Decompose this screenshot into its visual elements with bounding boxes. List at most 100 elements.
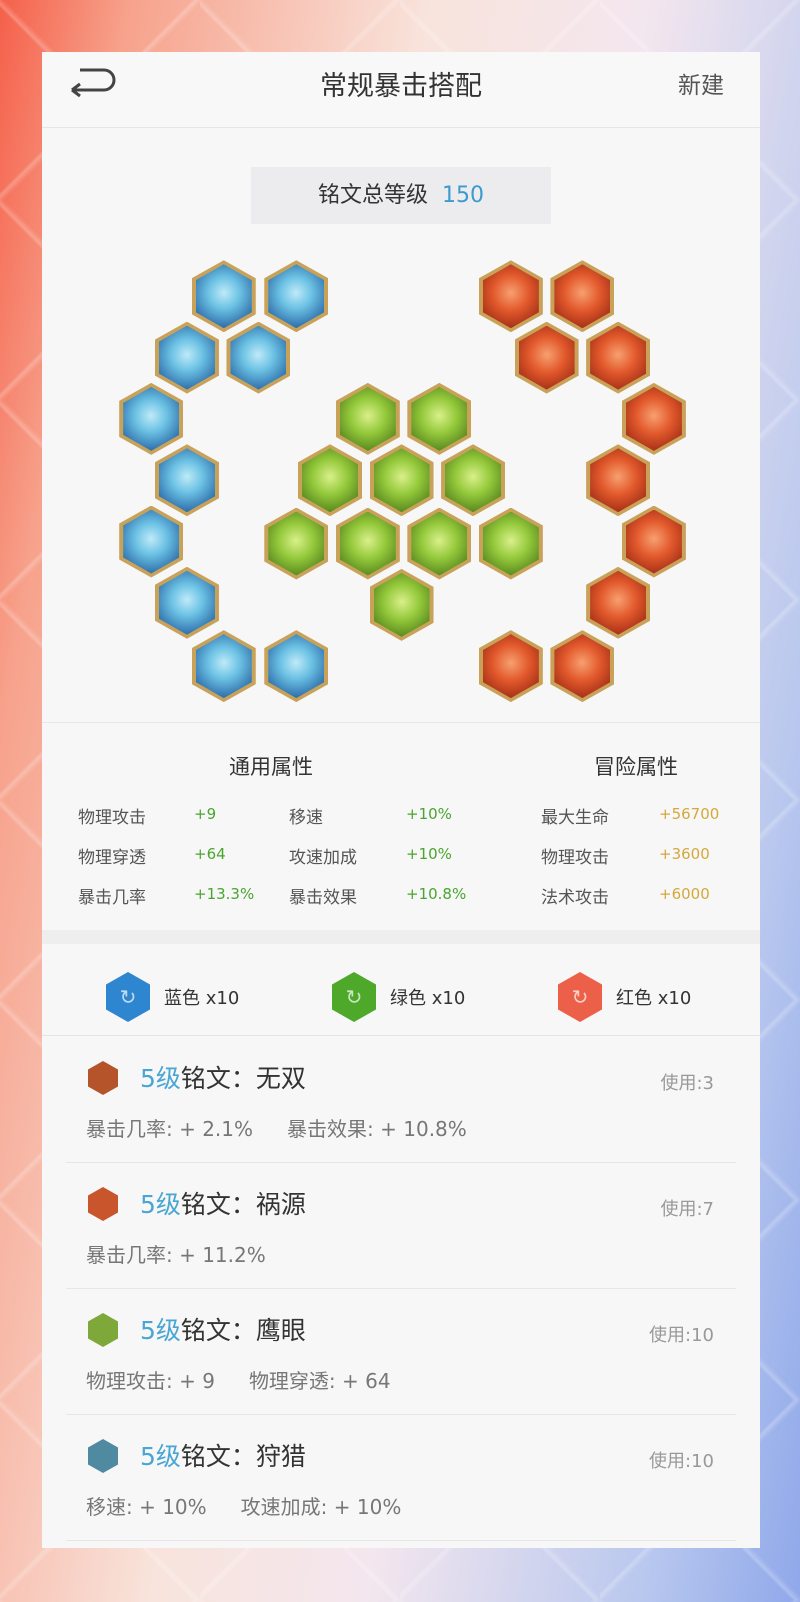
attr-value: +13.3% bbox=[194, 885, 255, 903]
rune-stat: 物理攻击: + 9 bbox=[86, 1369, 215, 1393]
blue-rune-slot[interactable] bbox=[154, 444, 219, 517]
attr-value: +10% bbox=[406, 845, 452, 863]
blue-rune-slot[interactable] bbox=[154, 321, 219, 394]
rune-use-count: 使用:7 bbox=[660, 1199, 714, 1220]
blue-rune-slot[interactable] bbox=[119, 505, 184, 578]
rune-use-count: 使用:10 bbox=[649, 1325, 714, 1346]
rune-list-item[interactable]: 5级铭文：无双 使用:3 暴击几率: + 2.1% 暴击效果: + 10.8% bbox=[66, 1037, 736, 1163]
blue-rune-slot[interactable] bbox=[191, 260, 256, 333]
green-rune-slot[interactable] bbox=[335, 382, 400, 455]
rune-icon bbox=[88, 1187, 118, 1221]
adventure-title: 冒险属性 bbox=[594, 755, 678, 779]
rune-name: 5级铭文：祸源 bbox=[140, 1185, 306, 1221]
attr-value: +10.8% bbox=[406, 885, 467, 903]
green-rune-slot[interactable] bbox=[298, 444, 362, 517]
rune-icon bbox=[88, 1439, 118, 1473]
rune-stat: 移速: + 10% bbox=[86, 1495, 207, 1519]
rune-title: 铭文：祸源 bbox=[180, 1190, 306, 1219]
rune-list-item[interactable]: 5级铭文：狩猎 使用:10 移速: + 10% 攻速加成: + 10% bbox=[66, 1415, 736, 1541]
rune-name: 5级铭文：鹰眼 bbox=[140, 1311, 306, 1347]
red-rune-slot[interactable] bbox=[621, 505, 686, 578]
red-rune-slot[interactable] bbox=[550, 630, 615, 703]
rune-level: 5级 bbox=[140, 1316, 181, 1345]
red-rune-slot[interactable] bbox=[514, 321, 579, 394]
rune-title: 铭文：狩猎 bbox=[180, 1442, 306, 1471]
attr-value: +9 bbox=[194, 805, 217, 823]
rune-list-item[interactable]: 5级铭文：鹰眼 使用:10 物理攻击: + 9 物理穿透: + 64 bbox=[66, 1289, 736, 1415]
total-level-label: 铭文总等级 bbox=[317, 183, 428, 208]
rune-stats: 移速: + 10% 攻速加成: + 10% bbox=[86, 1491, 435, 1520]
general-title: 通用属性 bbox=[229, 755, 313, 779]
total-level: 铭文总等级 150 bbox=[251, 167, 551, 224]
green-gem-icon: ↻ bbox=[332, 972, 376, 1022]
page-title: 常规暴击搭配 bbox=[320, 71, 482, 102]
blue-rune-slot[interactable] bbox=[264, 630, 329, 703]
rune-stat: 攻速加成: + 10% bbox=[240, 1495, 402, 1519]
rune-title: 铭文：无双 bbox=[180, 1064, 306, 1093]
adventure-value: +6000 bbox=[659, 885, 710, 903]
attr-label: 暴击效果 bbox=[289, 888, 357, 908]
green-count-label: 绿色 x10 bbox=[390, 988, 466, 1009]
blue-rune-slot[interactable] bbox=[119, 382, 184, 455]
rune-level: 5级 bbox=[140, 1064, 181, 1093]
green-rune-slot[interactable] bbox=[407, 507, 472, 580]
blue-gem-icon: ↻ bbox=[106, 972, 150, 1022]
rune-stats: 物理攻击: + 9 物理穿透: + 64 bbox=[86, 1365, 425, 1394]
red-rune-slot[interactable] bbox=[586, 566, 651, 639]
rune-title: 铭文：鹰眼 bbox=[180, 1316, 306, 1345]
rune-stat: 暴击几率: + 2.1% bbox=[86, 1117, 254, 1141]
rune-stat: 物理穿透: + 64 bbox=[248, 1369, 391, 1393]
green-rune-slot[interactable] bbox=[369, 568, 434, 641]
attr-label: 攻速加成 bbox=[289, 848, 357, 868]
adventure-label: 物理攻击 bbox=[541, 848, 609, 868]
back-arrow-icon[interactable] bbox=[66, 62, 118, 102]
green-rune-slot[interactable] bbox=[335, 507, 400, 580]
total-level-value: 150 bbox=[442, 183, 484, 208]
blue-rune-slot[interactable] bbox=[226, 321, 291, 394]
rune-page-card: 常规暴击搭配 新建 铭文总等级 150 通用属性 冒险属性 物理攻击 +9 移速 … bbox=[42, 52, 760, 1548]
attr-label: 移速 bbox=[289, 808, 323, 828]
green-rune-slot[interactable] bbox=[478, 507, 543, 580]
rune-stats: 暴击几率: + 11.2% bbox=[86, 1239, 300, 1268]
attr-label: 暴击几率 bbox=[78, 888, 146, 908]
rune-level: 5级 bbox=[140, 1442, 181, 1471]
adventure-label: 法术攻击 bbox=[541, 888, 609, 908]
red-rune-slot[interactable] bbox=[586, 444, 651, 517]
green-count: ↻ 绿色 x10 bbox=[332, 972, 465, 1022]
adventure-value: +3600 bbox=[659, 845, 710, 863]
header: 常规暴击搭配 新建 bbox=[42, 52, 760, 128]
rune-level: 5级 bbox=[140, 1190, 181, 1219]
rune-use-count: 使用:10 bbox=[649, 1451, 714, 1472]
red-rune-slot[interactable] bbox=[550, 260, 615, 333]
red-count: ↻ 红色 x10 bbox=[558, 972, 691, 1022]
rune-icon bbox=[88, 1061, 118, 1095]
blue-rune-slot[interactable] bbox=[191, 630, 256, 703]
rune-use-count: 使用:3 bbox=[660, 1073, 714, 1094]
new-button[interactable]: 新建 bbox=[678, 73, 724, 99]
rune-board bbox=[42, 52, 760, 772]
green-rune-slot[interactable] bbox=[441, 444, 506, 517]
red-rune-slot[interactable] bbox=[586, 321, 651, 394]
blue-rune-slot[interactable] bbox=[154, 566, 219, 639]
green-rune-slot[interactable] bbox=[407, 382, 472, 455]
red-rune-slot[interactable] bbox=[478, 260, 543, 333]
red-rune-slot[interactable] bbox=[478, 630, 543, 703]
rune-list-item[interactable]: 5级铭文：祸源 使用:7 暴击几率: + 11.2% bbox=[66, 1163, 736, 1289]
blue-count: ↻ 蓝色 x10 bbox=[106, 972, 239, 1022]
red-rune-slot[interactable] bbox=[621, 382, 686, 455]
color-counts: ↻ 蓝色 x10 ↻ 绿色 x10 ↻ 红色 x10 bbox=[42, 944, 760, 1036]
blue-rune-slot[interactable] bbox=[264, 260, 329, 333]
green-rune-slot[interactable] bbox=[264, 507, 329, 580]
attr-value: +64 bbox=[194, 845, 226, 863]
rune-stat: 暴击效果: + 10.8% bbox=[287, 1117, 467, 1141]
adventure-label: 最大生命 bbox=[541, 808, 609, 828]
rune-stats: 暴击几率: + 2.1% 暴击效果: + 10.8% bbox=[86, 1113, 501, 1142]
attribute-section: 通用属性 冒险属性 物理攻击 +9 移速 +10% 物理穿透 +64 攻速加成 +… bbox=[42, 722, 760, 930]
green-rune-slot[interactable] bbox=[369, 444, 434, 517]
attr-label: 物理攻击 bbox=[78, 808, 146, 828]
divider bbox=[42, 930, 760, 944]
blue-count-label: 蓝色 x10 bbox=[164, 988, 240, 1009]
attr-value: +10% bbox=[406, 805, 452, 823]
attr-label: 物理穿透 bbox=[78, 848, 146, 868]
rune-icon bbox=[88, 1313, 118, 1347]
